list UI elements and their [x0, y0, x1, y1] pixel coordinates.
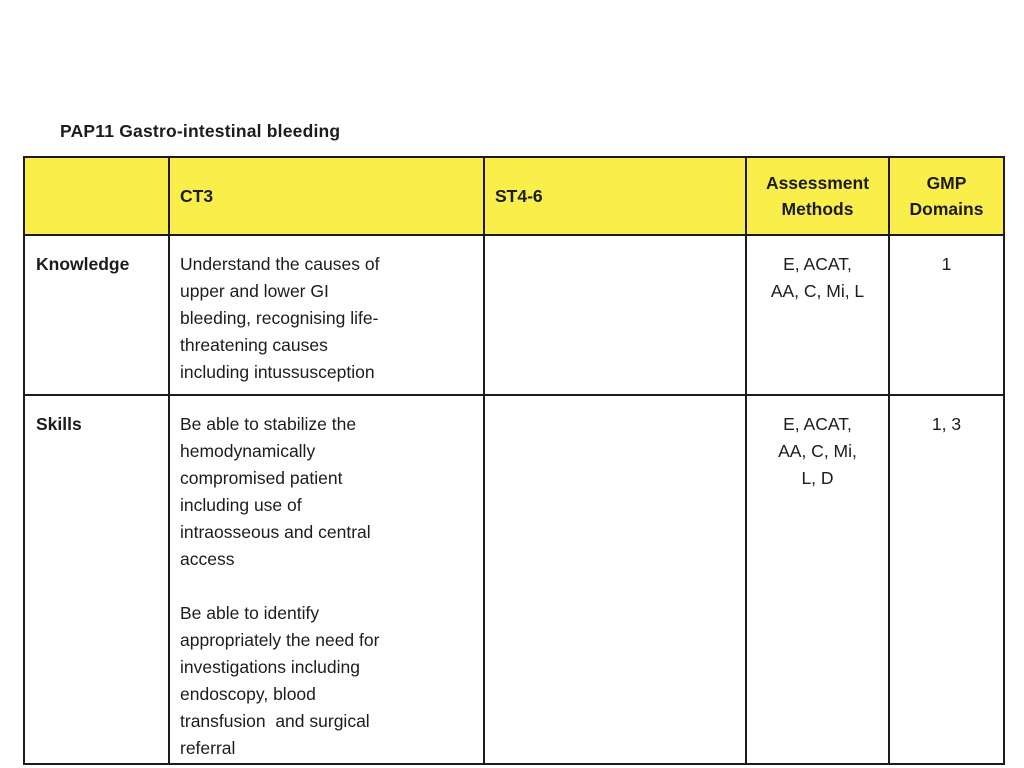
header-empty-cell — [23, 156, 170, 236]
skills-gmp-cell: 1, 3 — [888, 394, 1005, 765]
skills-assessment-cell: E, ACAT, AA, C, Mi, L, D — [745, 394, 890, 765]
skills-st4-6-cell — [483, 394, 747, 765]
header-st4-6: ST4-6 — [483, 156, 747, 236]
knowledge-st4-6-cell — [483, 234, 747, 396]
row-label-knowledge: Knowledge — [23, 234, 170, 396]
skills-ct3-cell: Be able to stabilize the hemodynamically… — [168, 394, 485, 765]
table-row-skills: Skills Be able to stabilize the hemodyna… — [23, 394, 1005, 765]
knowledge-assessment-cell: E, ACAT, AA, C, Mi, L — [745, 234, 890, 396]
knowledge-gmp-cell: 1 — [888, 234, 1005, 396]
header-assessment-methods: Assessment Methods — [745, 156, 890, 236]
curriculum-table: CT3 ST4-6 Assessment Methods GMP Domains… — [23, 156, 1005, 765]
table-row-knowledge: Knowledge Understand the causes of upper… — [23, 234, 1005, 396]
header-ct3: CT3 — [168, 156, 485, 236]
page-title: PAP11 Gastro-intestinal bleeding — [60, 121, 341, 141]
knowledge-ct3-cell: Understand the causes of upper and lower… — [168, 234, 485, 396]
row-label-skills: Skills — [23, 394, 170, 765]
header-gmp-domains: GMP Domains — [888, 156, 1005, 236]
table-header-row: CT3 ST4-6 Assessment Methods GMP Domains — [23, 156, 1005, 236]
